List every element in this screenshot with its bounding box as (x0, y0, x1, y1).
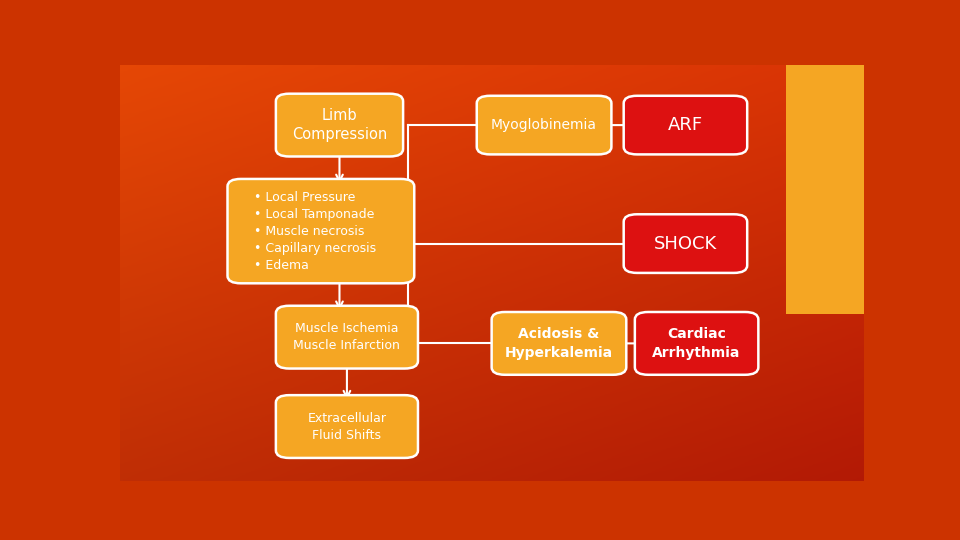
FancyBboxPatch shape (276, 306, 418, 368)
Text: • Local Pressure
• Local Tamponade
• Muscle necrosis
• Capillary necrosis
• Edem: • Local Pressure • Local Tamponade • Mus… (254, 191, 376, 272)
Text: Muscle Ischemia
Muscle Infarction: Muscle Ischemia Muscle Infarction (294, 322, 400, 352)
Text: Myoglobinemia: Myoglobinemia (492, 118, 597, 132)
Text: Cardiac
Arrhythmia: Cardiac Arrhythmia (653, 327, 741, 360)
Text: Limb
Compression: Limb Compression (292, 107, 387, 143)
FancyBboxPatch shape (276, 395, 418, 458)
FancyBboxPatch shape (276, 94, 403, 157)
FancyBboxPatch shape (228, 179, 415, 284)
FancyBboxPatch shape (492, 312, 626, 375)
FancyBboxPatch shape (477, 96, 612, 154)
Text: Acidosis &
Hyperkalemia: Acidosis & Hyperkalemia (505, 327, 613, 360)
Bar (786, 65, 864, 314)
FancyBboxPatch shape (635, 312, 758, 375)
Text: SHOCK: SHOCK (654, 234, 717, 253)
Text: Extracellular
Fluid Shifts: Extracellular Fluid Shifts (307, 411, 387, 442)
FancyBboxPatch shape (624, 214, 747, 273)
Text: ARF: ARF (668, 116, 703, 134)
FancyBboxPatch shape (624, 96, 747, 154)
